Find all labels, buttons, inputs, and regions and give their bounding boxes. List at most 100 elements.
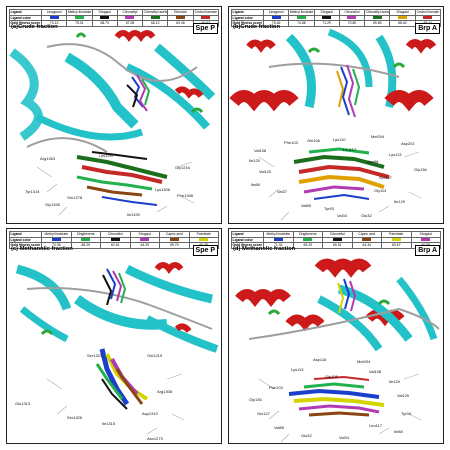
ligand-cluster: [293, 64, 390, 200]
residue-label: Tyr93: [324, 206, 335, 211]
residue-sticks: [258, 151, 422, 221]
residue-label: Ile1315: [102, 421, 116, 426]
residue-label: Ile129: [394, 199, 405, 204]
ligand-swatch: [347, 16, 357, 19]
ribbon-structure: [15, 262, 219, 353]
residue-label: Asp1310: [142, 411, 158, 416]
residue-label: Val85: [301, 203, 311, 208]
legend-table-b: Ligand Linagenol Methyl linoleate Shogao…: [231, 9, 442, 27]
ligand-swatch: [271, 16, 281, 19]
residue-label: Ile125: [249, 158, 260, 163]
residue-label: Arg1263: [40, 156, 56, 161]
residue-label: Ser127: [379, 175, 392, 180]
residue-label: Val108: [369, 369, 382, 374]
residue-label: Ser1326: [67, 415, 83, 420]
residue-label: Val34: [339, 435, 349, 440]
residue-label: Lys113: [291, 367, 304, 372]
residue-label: Lys110: [333, 137, 346, 142]
residue-label: Ile88: [394, 429, 403, 434]
residue-label: Val85: [274, 425, 284, 430]
protein-tag: Brp A: [415, 245, 440, 256]
residue-label: Tyr93: [401, 411, 412, 416]
gold-score: 75.01: [66, 20, 93, 27]
residue-label: Gly1326: [45, 202, 60, 207]
ligand-swatch: [169, 238, 179, 241]
ligand-swatch: [398, 16, 408, 19]
residue-label: Asn98: [367, 159, 379, 164]
residue-label: Val108: [254, 148, 267, 153]
residue-label: Ile1190: [127, 212, 140, 217]
protein-structure-art: [15, 262, 219, 435]
protein-tag: Brp A: [415, 23, 440, 34]
residue-sticks: [258, 373, 422, 443]
residue-label: Ile129: [389, 379, 400, 384]
residue-label: Gly1216: [175, 165, 190, 170]
residue-label: Asn1273: [147, 436, 163, 441]
ligand-swatch: [332, 238, 342, 241]
protein-tag: Spe P: [192, 245, 218, 256]
residue-sticks: [46, 373, 185, 435]
ligand-swatch: [372, 16, 382, 19]
ribbon-structure: [229, 28, 437, 112]
ligand-swatch: [74, 16, 84, 19]
ligand-swatch: [176, 16, 186, 19]
ligand-swatch: [362, 238, 372, 241]
ligand-swatch: [49, 16, 59, 19]
protein-structure-art: [229, 28, 437, 221]
residue-label: Asp201: [401, 141, 415, 146]
gold-score: 73.13: [40, 20, 68, 27]
residue-label: Gln1278: [67, 195, 83, 200]
panel-title: (c) Methanolic fraction: [11, 246, 73, 252]
panel-title: (b)Crude fraction: [233, 24, 281, 30]
ligand-swatch: [110, 238, 120, 241]
ligand-swatch: [273, 238, 283, 241]
panel-c: Ligand Methyl linoleate Zingiberene Citr…: [6, 228, 222, 444]
legend-score-row: Gold fitness score 75.46 74.58 71.29 70.…: [231, 20, 442, 27]
legend-score-label: Gold fitness score: [231, 242, 264, 249]
panel-title: (d) Methanolic fraction: [233, 246, 296, 252]
residue-label: Glu1313: [15, 401, 31, 406]
legend-ligand-row: Ligand Linagenol Methyl linoleate Shogao…: [9, 9, 220, 16]
residue-label: Met204: [371, 134, 385, 139]
ligand-swatch: [140, 238, 150, 241]
panel-title: (a)Crude fraction: [11, 24, 58, 30]
residue-label: Gly114: [374, 188, 387, 193]
panel-a: Ligand Linagenol Methyl linoleate Shogao…: [6, 6, 222, 224]
ligand-swatch: [322, 16, 332, 19]
ligand-swatch: [296, 16, 306, 19]
residue-label: Ser127: [257, 411, 270, 416]
residue-label: Gln106: [307, 138, 320, 143]
residue-label: Gly136: [249, 397, 262, 402]
residue-label: Gly136: [414, 167, 427, 172]
panel-d: Ligand Methyl linoleate Zingiberene Citr…: [228, 228, 444, 444]
protein-structure-art: [235, 258, 440, 443]
ligand-swatch: [51, 238, 61, 241]
ligand-swatch: [150, 16, 160, 19]
residue-label: Lys1306: [155, 187, 170, 192]
gold-score: 68.73: [91, 20, 118, 27]
legend-table-d: Ligand Methyl linoleate Zingiberene Citr…: [231, 231, 441, 249]
residue-label: Val37: [277, 189, 287, 194]
residue-label: Ser1321: [87, 353, 103, 358]
residue-label: Glu32: [301, 433, 312, 438]
protein-structure-art: [9, 30, 216, 216]
residue-label: Met204: [357, 359, 371, 364]
ligand-cluster: [76, 74, 168, 206]
residue-label: Asp116: [313, 357, 327, 362]
residue-label: Val120: [259, 169, 272, 174]
legend-color-row: Ligand color: [231, 14, 442, 22]
gold-score: 70.36: [41, 242, 72, 249]
ligand-cluster: [288, 278, 385, 417]
residue-label: Phe103: [284, 140, 298, 145]
residue-label: Lys113: [389, 152, 402, 157]
residue-label: Val34: [337, 213, 347, 218]
residue-label: Tyr1314: [25, 189, 40, 194]
residue-label: Glu32: [361, 213, 372, 218]
residue-sticks: [36, 161, 195, 216]
ligand-swatch: [391, 238, 401, 241]
gold-score: 68.29: [70, 242, 101, 249]
residue-label: Leu117: [343, 147, 357, 152]
ribbon-structure: [9, 30, 216, 153]
ligand-swatch: [81, 238, 91, 241]
residue-label: Ile88: [251, 182, 260, 187]
